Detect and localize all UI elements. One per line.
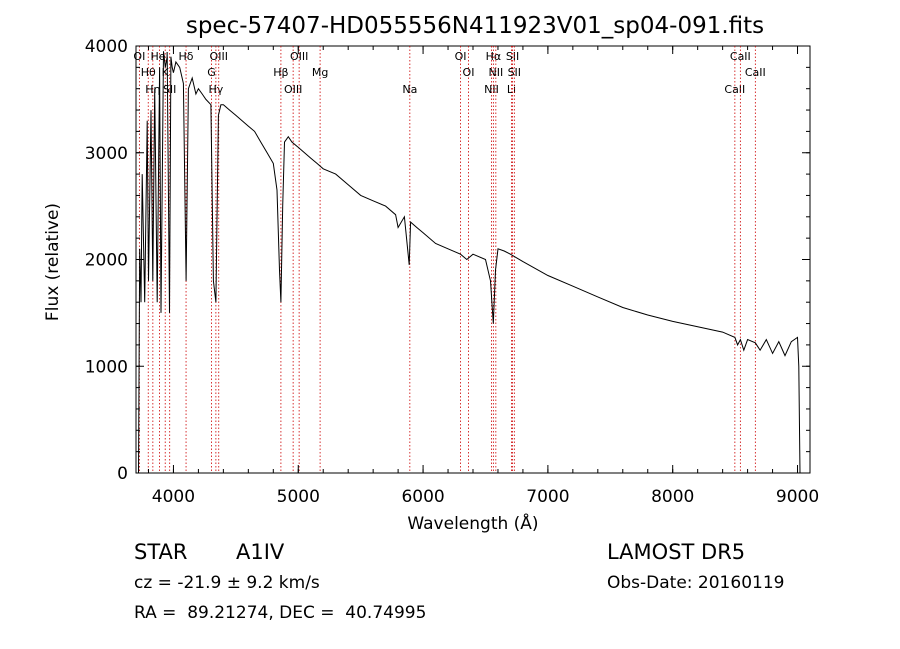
x-axis: 4000 5000 6000 7000 8000 9000 [147,46,819,507]
line-marker-label: K [162,66,170,79]
line-marker-label: G [207,66,216,79]
line-marker-label: Hη [145,83,160,96]
object-subclass: A1IV [236,540,285,564]
line-marker-label: Mg [312,66,328,79]
line-marker-label: NII [488,66,503,79]
y-tick-label: 3000 [85,144,128,164]
line-marker-label: CaII [730,50,751,63]
line-marker-label: OIII [210,50,228,63]
x-tick-label: 5000 [277,487,320,507]
line-marker-label: Li [507,83,516,96]
x-tick-label: 4000 [152,487,195,507]
line-marker-label: OI [463,66,475,79]
y-tick-label: 1000 [85,357,128,377]
y-axis: 0 1000 2000 3000 4000 [85,37,810,484]
survey-name: LAMOST DR5 [607,540,746,564]
line-marker-label: CaII [745,66,766,79]
line-marker-label: Hα [486,50,502,63]
line-marker-label: Hδ [179,50,194,63]
line-marker-label: OI [455,50,467,63]
line-marker-label: SII [506,50,519,63]
x-tick-label: 9000 [776,487,819,507]
x-tick-label: 6000 [401,487,444,507]
line-marker-label: Hβ [273,66,288,79]
coordinates-readout: RA = 89.21274, DEC = 40.74995 [134,603,427,623]
observation-date: Obs-Date: 20160119 [607,573,785,593]
line-marker-label: Hγ [208,83,223,96]
x-tick-label: 7000 [526,487,569,507]
line-marker-label: NII [484,83,499,96]
emission-line-markers: OIHθHηHeIKSIIHδGHγOIIIHβOIIIOIIIMgNaOIOI… [133,46,766,473]
spectrum-series [138,51,801,474]
line-marker-label: Hθ [141,66,156,79]
line-marker-label: CaII [724,83,745,96]
line-marker-label: SII [163,83,176,96]
line-marker-label: OIII [290,50,308,63]
chart-title: spec-57407-HD055556N411923V01_sp04-091.f… [186,13,764,39]
redshift-readout: cz = -21.9 ± 9.2 km/s [134,573,320,593]
y-tick-label: 0 [117,464,128,484]
object-class: STAR [134,540,188,564]
y-tick-label: 4000 [85,37,128,57]
y-tick-label: 2000 [85,251,128,271]
y-axis-label: Flux (relative) [43,203,63,321]
plot-frame [135,45,811,474]
line-marker-label: SII [508,66,521,79]
spectrum-line [138,51,801,474]
line-marker-label: Na [402,83,417,96]
line-marker-label: OI [133,50,145,63]
line-marker-label: OIII [284,83,302,96]
x-axis-label: Wavelength (Å) [407,512,538,534]
x-tick-label: 8000 [651,487,694,507]
